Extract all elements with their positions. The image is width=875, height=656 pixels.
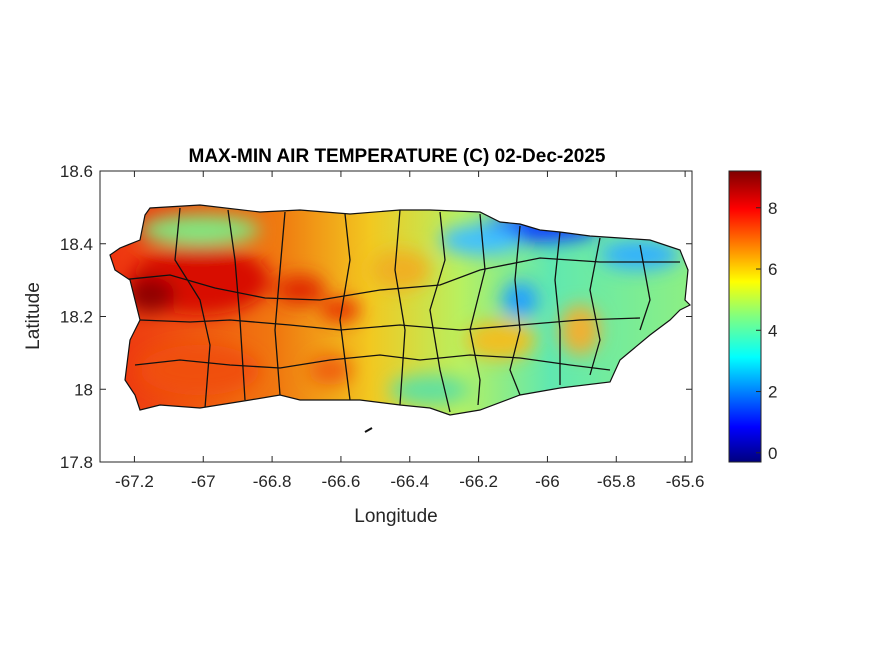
x-tick-label: -66.8 <box>253 472 292 491</box>
y-tick-label: 18.4 <box>60 235 93 254</box>
x-tick-label: -67 <box>191 472 216 491</box>
colorbar-axis: 0 2 4 6 8 <box>756 199 777 463</box>
municipality-boundaries <box>119 207 680 413</box>
x-tick-label: -67.2 <box>115 472 154 491</box>
y-tick-label: 18 <box>74 380 93 399</box>
x-tick-label: -66.2 <box>459 472 498 491</box>
y-axis-label: Latitude <box>23 282 44 350</box>
x-tick-label: -65.6 <box>666 472 705 491</box>
x-tick-label: -65.8 <box>597 472 636 491</box>
x-tick-label: -66 <box>535 472 560 491</box>
colorbar-tick-label: 8 <box>768 199 777 218</box>
temperature-field <box>110 205 690 415</box>
y-axis: 17.8 18 18.2 18.4 18.6 <box>60 162 692 472</box>
colorbar-tick-label: 6 <box>768 260 777 279</box>
x-axis-label: Longitude <box>354 506 437 527</box>
x-tick-label: -66.4 <box>390 472 429 491</box>
colorbar-tick-label: 0 <box>768 444 777 463</box>
chart-title: MAX-MIN AIR TEMPERATURE (C) 02-Dec-2025 <box>189 146 606 167</box>
colorbar-tick-label: 4 <box>768 321 777 340</box>
y-tick-label: 18.2 <box>60 308 93 327</box>
x-tick-label: -66.6 <box>322 472 361 491</box>
x-axis: -67.2 -67 -66.8 -66.6 -66.4 -66.2 -66 -65.8 -65.… <box>115 171 704 491</box>
caja-de-muerto-island <box>364 427 373 433</box>
colorbar <box>728 170 762 463</box>
y-tick-label: 17.8 <box>60 453 93 472</box>
y-tick-label: 18.6 <box>60 162 93 181</box>
colorbar-tick-label: 2 <box>768 383 777 402</box>
